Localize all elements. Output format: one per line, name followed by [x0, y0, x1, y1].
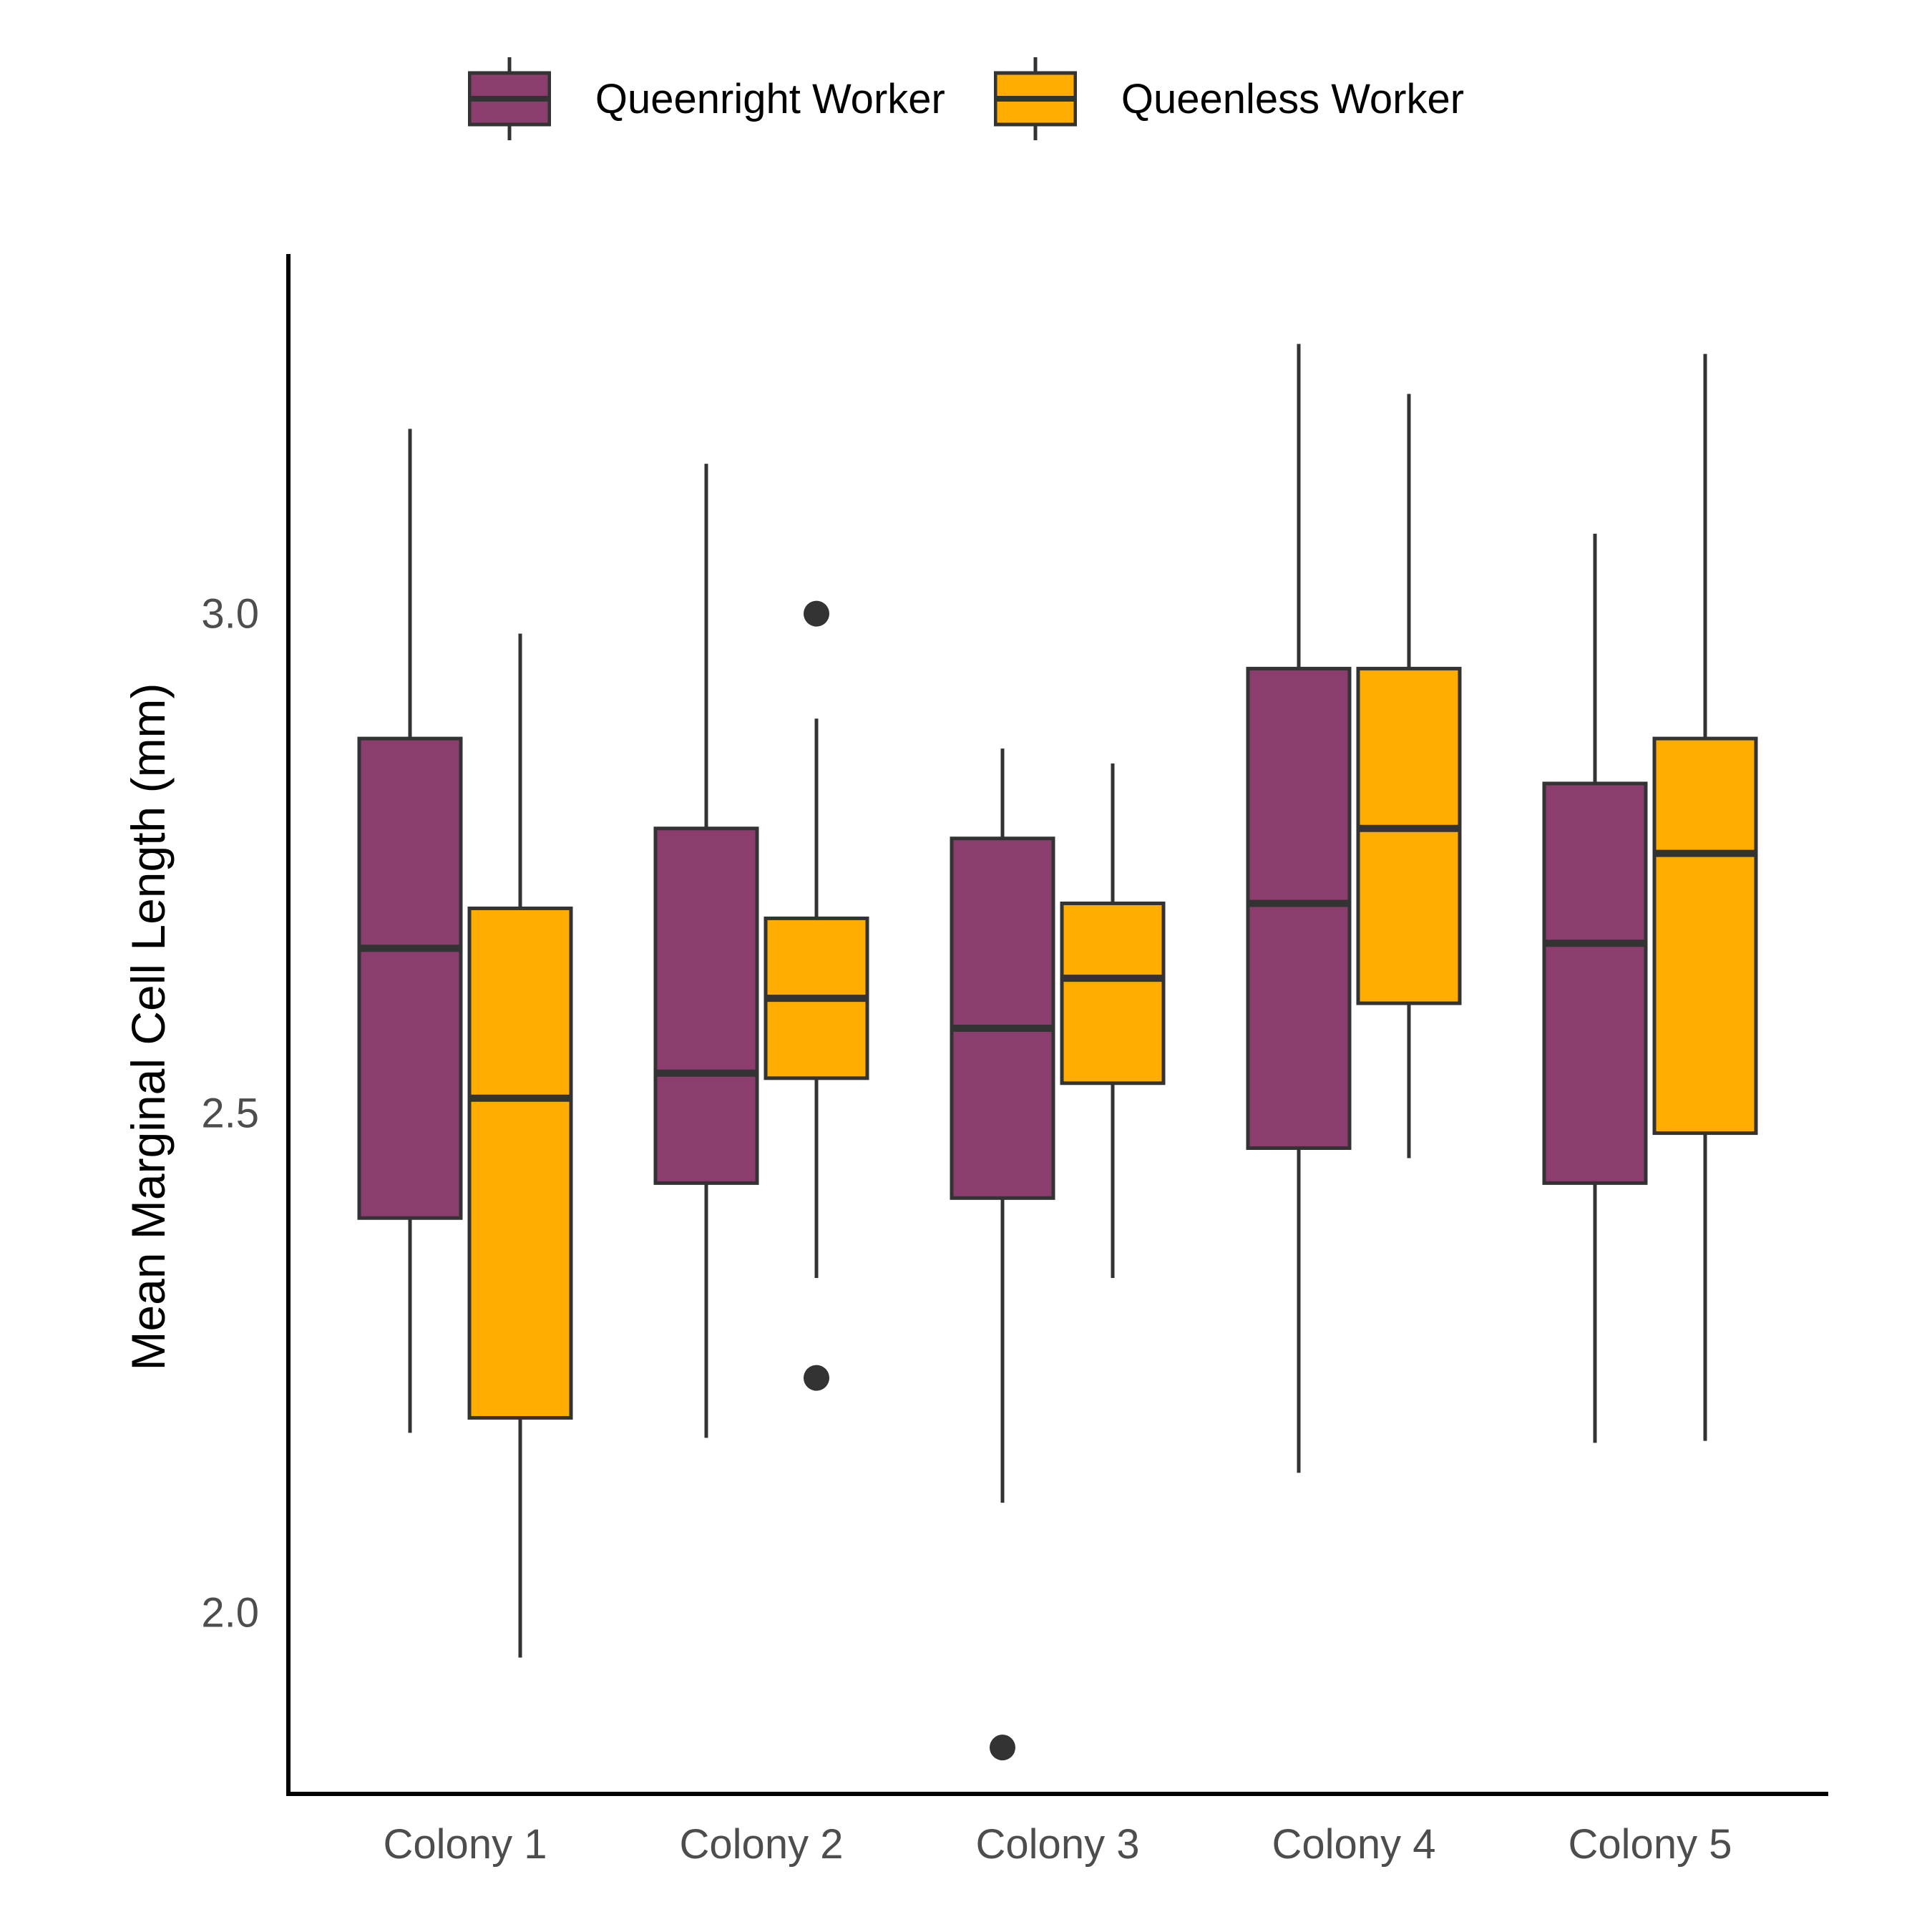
box-colony-3-queenless [1060, 763, 1166, 1279]
iqr-box-colony-4-queenright [1246, 666, 1352, 1151]
legend-item-queenright[interactable]: Queenright Worker [467, 57, 945, 140]
y-tick-label: 3.0 [201, 591, 259, 638]
x-tick-label: Colony 1 [384, 1821, 547, 1868]
box-colony-3-queenright [950, 748, 1055, 1761]
iqr-box-colony-2-queenright [653, 826, 759, 1185]
legend-key-queenright [467, 57, 551, 140]
y-axis-title: Mean Marginal Cell Length (mm) [122, 683, 175, 1370]
x-tick-label: Colony 4 [1272, 1821, 1436, 1868]
iqr-box-colony-3-queenless [1060, 901, 1166, 1085]
box-colony-1-queenright [357, 429, 463, 1433]
legend-label-queenless: Queenless Worker [1121, 75, 1465, 122]
box-colony-1-queenless [467, 633, 573, 1658]
y-tick-label: 2.0 [201, 1590, 259, 1636]
x-tick-label: Colony 2 [680, 1821, 844, 1868]
plot-area [357, 343, 1758, 1761]
iqr-box-colony-1-queenright [357, 736, 463, 1220]
iqr-box-colony-1-queenless [467, 906, 573, 1420]
legend-item-queenless[interactable]: Queenless Worker [993, 57, 1465, 140]
x-tick-labels: Colony 1 Colony 2 Colony 3 Colony 4 Colony 5 [384, 1821, 1732, 1868]
iqr-box-colony-4-queenless [1356, 666, 1462, 1005]
outlier-point-colony-3-queenright-1 [990, 1735, 1015, 1761]
outlier-point-colony-2-queenless-1 [804, 1365, 829, 1391]
legend: Queenright Worker Queenless Worker [0, 57, 1932, 140]
box-colony-5-queenright [1542, 533, 1648, 1443]
box-colony-4-queenright [1246, 343, 1352, 1473]
box-colony-2-queenless [763, 600, 869, 1391]
box-colony-2-queenright [653, 464, 759, 1438]
outlier-point-colony-2-queenless-2 [804, 600, 829, 627]
box-colony-4-queenless [1356, 394, 1462, 1158]
x-tick-label: Colony 3 [976, 1821, 1140, 1868]
legend-key-queenless [993, 57, 1077, 140]
y-tick-label: 2.5 [201, 1091, 259, 1137]
y-tick-labels: 2.0 2.5 3.0 [201, 591, 259, 1636]
legend-label-queenright: Queenright Worker [595, 75, 945, 122]
iqr-box-colony-3-queenright [950, 836, 1055, 1200]
iqr-box-colony-5-queenless [1652, 736, 1758, 1136]
iqr-box-colony-5-queenright [1542, 781, 1648, 1185]
x-tick-label: Colony 5 [1568, 1821, 1732, 1868]
box-colony-5-queenless [1652, 353, 1758, 1441]
